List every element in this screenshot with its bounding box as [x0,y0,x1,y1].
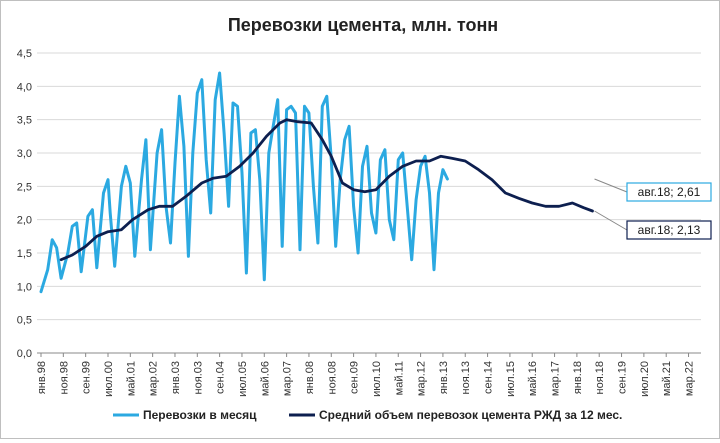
x-tick-label: сен.04 [215,361,227,394]
x-tick-label: мар.12 [416,361,428,396]
chart-title: Перевозки цемента, млн. тонн [228,15,498,35]
y-axis: 0,0 0,5 1,0 1,5 2,0 2,5 3,0 3,5 4,0 4,5 [17,48,701,360]
x-tick-label: ноя.98 [58,361,70,394]
series-line-2 [59,118,594,262]
x-tick-label: мар.02 [148,361,160,396]
data-label-leader [594,178,628,193]
x-tick-label: май.01 [125,361,137,396]
x-tick-label: июл.10 [371,361,383,397]
x-tick-label: май.21 [661,361,673,396]
y-tick-label: 1,5 [17,248,32,260]
x-tick-label: янв.18 [572,361,584,394]
data-label-box [626,220,712,240]
series-lines [39,71,594,294]
y-tick-label: 3,5 [17,115,32,127]
x-tick-label: сен.14 [483,361,495,394]
data-label: авг.18; 2,61 [638,185,701,199]
data-label-box [626,182,712,202]
data-label: авг.18; 2,13 [638,223,701,237]
x-tick-label: янв.13 [438,361,450,394]
y-tick-label: 1,0 [17,281,32,293]
x-tick-label: май.11 [393,361,405,395]
x-tick-label: июл.05 [237,361,249,397]
y-tick-label: 4,0 [17,81,32,93]
y-tick-label: 2,5 [17,181,32,193]
x-tick-label: май.06 [259,361,271,396]
x-tick-label: мар.22 [684,361,696,396]
x-tick-label: сен.99 [81,361,93,394]
x-tick-label: сен.19 [617,361,629,394]
x-tick-label: июл.20 [639,361,651,397]
x-tick-label: ноя.03 [192,361,204,394]
legend-label-1: Перевозки в месяц [143,408,257,422]
x-tick-label: мар.07 [282,361,294,396]
x-tick-label: янв.03 [170,361,182,394]
legend: Перевозки в месяц Средний объем перевозок… [113,408,622,422]
x-tick-label: май.16 [527,361,539,396]
legend-label-2: Средний объем перевозок цемента РЖД за 1… [319,408,622,422]
y-tick-label: 3,0 [17,148,32,160]
y-tick-label: 2,0 [17,215,32,227]
y-tick-label: 4,5 [17,48,32,60]
x-tick-label: ноя.08 [326,361,338,394]
x-axis: янв.98 ноя.98 сен.99 июл.00 май.01 мар.02 янв.… [36,353,696,397]
series-line-1 [39,71,449,294]
data-labels: авг.18; 2,61 авг.18; 2,13 [594,178,712,240]
gridlines [37,52,701,354]
x-tick-label: янв.98 [36,361,48,394]
x-tick-label: янв.08 [304,361,316,394]
x-tick-label: ноя.13 [460,361,472,394]
y-tick-label: 0,5 [17,315,32,327]
data-label-leader [594,210,628,231]
x-tick-label: сен.09 [349,361,361,394]
y-tick-label: 0,0 [17,348,32,360]
x-tick-label: июл.15 [505,361,517,397]
x-tick-label: мар.17 [550,361,562,396]
x-tick-label: июл.00 [103,361,115,397]
x-tick-label: ноя.18 [594,361,606,394]
